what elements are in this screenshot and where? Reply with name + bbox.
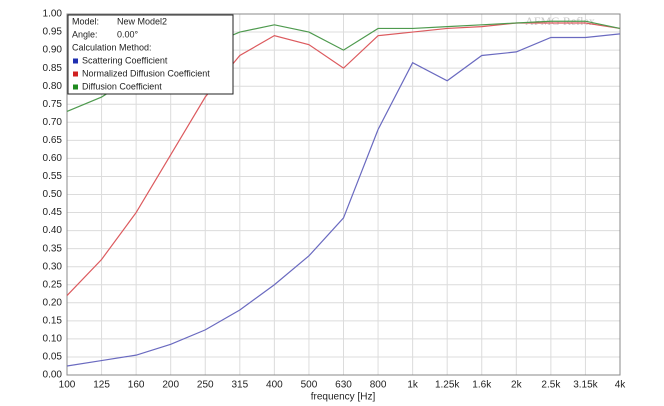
y-tick-label: 0.50 [43,189,63,200]
y-tick-label: 0.75 [43,99,63,110]
y-tick-label: 0.10 [43,334,63,345]
x-tick-label: 125 [93,380,110,391]
y-tick-label: 1.00 [43,9,63,20]
x-tick-label: 1.6k [472,380,492,391]
legend-text: Model: [72,16,99,26]
y-tick-label: 0.70 [43,117,63,128]
y-tick-label: 0.85 [43,63,63,74]
legend-text: Angle: [72,29,98,39]
legend-swatch [73,84,78,90]
y-tick-label: 0.65 [43,135,63,146]
y-tick-label: 0.20 [43,297,63,308]
x-tick-label: 2k [511,380,523,391]
legend-box [67,14,234,95]
series-line [66,22,621,296]
x-tick-label: 630 [335,380,352,391]
x-tick-label: 250 [197,380,214,391]
y-tick-label: 0.30 [43,261,63,272]
y-tick-label: 0.25 [43,279,63,290]
legend: Model: New Model2 Angle: 0.00° Calculation M… [67,14,234,95]
y-tick-label: 0.40 [43,225,63,236]
y-tick-label: 0.80 [43,81,63,92]
legend-label: Scattering Coefficient [82,55,168,65]
y-tick-label: 0.90 [43,45,63,56]
y-tick-label: 0.15 [43,315,63,326]
y-tick-label: 0.45 [43,207,63,218]
x-tick-label: 315 [231,380,248,391]
x-tick-label: 200 [162,380,179,391]
y-tick-label: 0.55 [43,171,63,182]
legend-swatch [73,58,78,64]
y-tick-label: 0.05 [43,352,63,363]
legend-text: 0.00° [117,29,139,39]
x-tick-label: 1k [407,380,419,391]
legend-label: Diffusion Coefficient [82,81,162,91]
x-tick-label: 3.15k [573,380,598,391]
x-axis-label: frequency [Hz] [311,392,376,403]
y-tick-label: 0.35 [43,243,63,254]
y-tick-label: 0.60 [43,153,63,164]
plot-frame [66,13,621,376]
x-tick-label: 1.25k [435,380,460,391]
legend-label: Normalized Diffusion Coefficient [82,68,210,78]
x-tick-label: 500 [301,380,318,391]
x-tick-label: 100 [59,380,76,391]
y-tick-label: 0.00 [43,370,63,381]
x-tick-label: 4k [615,380,627,391]
x-tick-label: 800 [370,380,387,391]
x-tick-label: 400 [266,380,283,391]
legend-swatch [73,71,78,77]
y-tick-label: 0.95 [43,27,63,38]
legend-text: New Model2 [117,16,167,26]
x-tick-label: 160 [128,380,145,391]
legend-text: Calculation Method: [72,42,152,52]
series-line [66,33,621,367]
x-tick-label: 2.5k [541,380,561,391]
